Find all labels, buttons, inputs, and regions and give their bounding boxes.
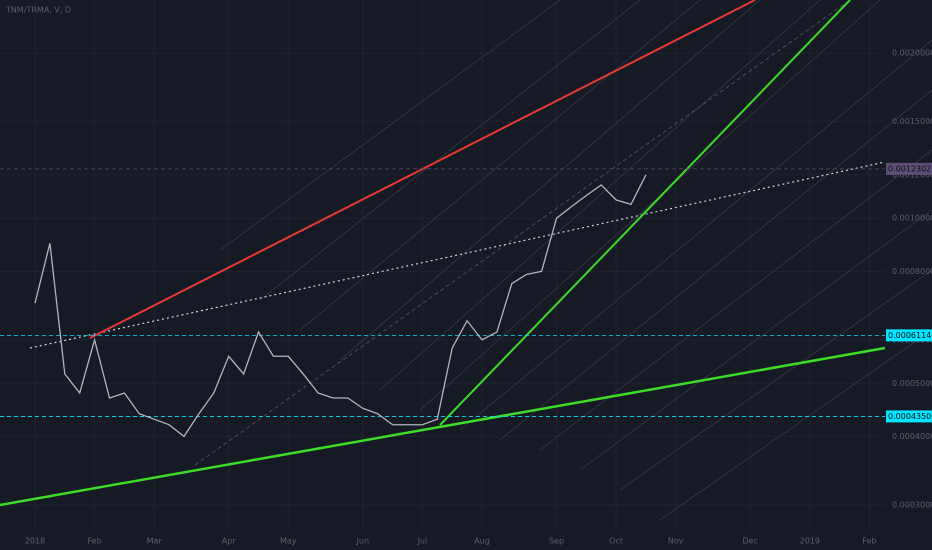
x-tick-label: Apr — [222, 537, 237, 546]
x-tick-label: Dec — [742, 537, 757, 546]
price-line — [34, 174, 647, 438]
x-axis-bg — [0, 532, 932, 550]
price-level-box — [886, 162, 932, 175]
dashed-trend — [194, 0, 851, 466]
x-tick-label: 2019 — [800, 537, 820, 546]
price-level-label: 0.00061145 — [888, 331, 932, 340]
x-tick-label: Feb — [862, 537, 876, 546]
y-tick-label: 0.00040000 — [892, 432, 932, 441]
green-trend — [0, 346, 886, 507]
price-level-box — [886, 410, 932, 423]
x-tick-label: May — [280, 537, 297, 546]
x-tick-label: Mar — [147, 537, 163, 546]
x-tick-label: Feb — [88, 537, 102, 546]
price-level-label: 0.00043501 — [888, 412, 932, 421]
y-tick-label: 0.00030000 — [892, 500, 932, 509]
x-tick-label: Oct — [609, 537, 623, 546]
y-tick-label: 0.00150000 — [892, 117, 932, 126]
x-tick-label: 2018 — [25, 537, 45, 546]
x-tick-label: Jul — [417, 537, 428, 546]
chart-title: TNM/TRMA, V, D — [5, 6, 71, 15]
y-tick-label: 0.00080000 — [892, 267, 932, 276]
y-tick-label: 0.00200000 — [892, 49, 932, 58]
dotted-trend — [29, 161, 886, 349]
grid — [0, 0, 885, 530]
fib-channel — [219, 0, 932, 521]
x-tick-label: Aug — [474, 537, 490, 546]
x-tick-label: Sep — [549, 537, 564, 546]
price-level-box — [886, 329, 932, 342]
x-tick-label: Jun — [356, 537, 370, 546]
price-level-label: 0.00123020 — [888, 164, 932, 173]
green-steep-trend — [439, 0, 851, 426]
y-tick-label: 0.00050000 — [892, 379, 932, 388]
x-tick-label: Nov — [668, 537, 684, 546]
y-tick-label: 0.00100000 — [892, 214, 932, 223]
